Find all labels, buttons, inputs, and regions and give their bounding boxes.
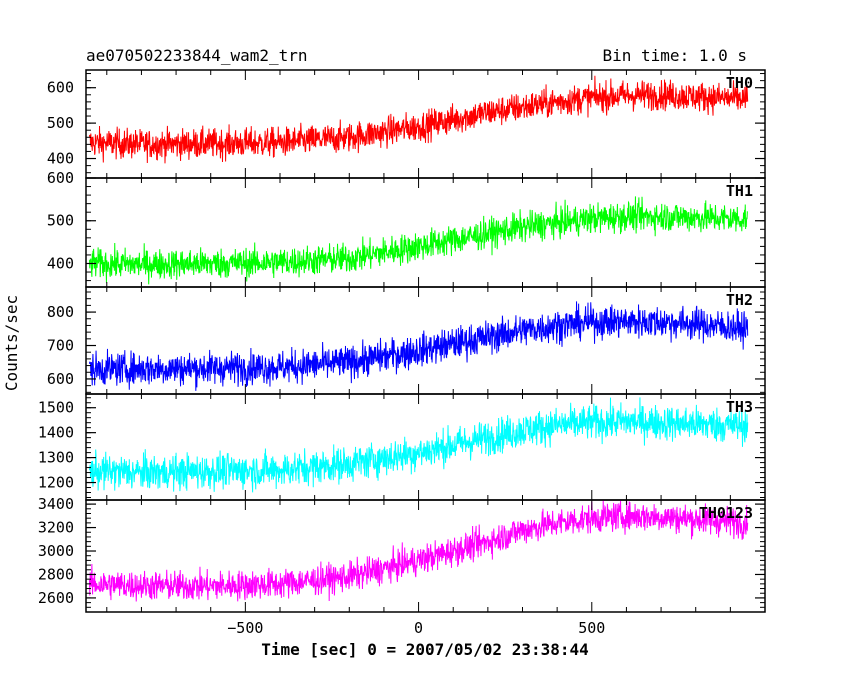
panel-name-th0: TH0	[726, 74, 753, 92]
panel-frame	[85, 286, 766, 395]
series-line-th0123	[88, 500, 749, 602]
y-tick-label: 1200	[38, 474, 74, 492]
y-tick-label: 2600	[38, 589, 74, 607]
y-tick-label: 400	[47, 150, 74, 168]
y-tick-label: 1400	[38, 424, 74, 442]
y-tick-label: 1500	[38, 399, 74, 417]
series-line-th0	[88, 75, 749, 164]
y-tick-label: 3000	[38, 542, 74, 560]
panel-th0123: 2600 2800 3000 3200 3400 TH0123	[38, 495, 766, 613]
bin-time-label: Bin time: 1.0 s	[603, 46, 748, 65]
y-tick-label: 700	[47, 337, 74, 355]
y-tick-label: 800	[47, 303, 74, 321]
x-axis-label: Time [sec] 0 = 2007/05/02 23:38:44	[261, 640, 589, 659]
panels-group: 400 500 600 TH0 400 500 600 TH1 600 700 800 TH2 1200…	[38, 69, 766, 637]
y-tick-label: 2800	[38, 565, 74, 583]
panel-th0: 400 500 600 TH0	[47, 69, 766, 179]
y-axis-label: Counts/sec	[2, 295, 21, 391]
series-line-th3	[88, 397, 749, 493]
panel-name-th2: TH2	[726, 291, 753, 309]
series-line-th2	[88, 301, 749, 391]
panel-name-th0123: TH0123	[699, 504, 753, 522]
y-tick-label: 3200	[38, 519, 74, 537]
panel-th3: 1200 1300 1400 1500 TH3	[38, 393, 766, 501]
x-tick-label: 0	[414, 619, 423, 637]
y-tick-label: 500	[47, 212, 74, 230]
y-tick-label: 600	[47, 169, 74, 187]
y-tick-label: 3400	[38, 495, 74, 513]
x-tick-label: −500	[227, 619, 263, 637]
x-tick-label: 500	[578, 619, 605, 637]
panel-name-th3: TH3	[726, 398, 753, 416]
y-tick-label: 600	[47, 370, 74, 388]
panel-th2: 600 700 800 TH2	[47, 286, 766, 395]
panel-frame	[85, 69, 766, 179]
y-tick-label: 400	[47, 254, 74, 272]
y-tick-label: 600	[47, 79, 74, 97]
y-tick-label: 1300	[38, 449, 74, 467]
panel-name-th1: TH1	[726, 182, 753, 200]
y-tick-label: 500	[47, 114, 74, 132]
series-line-th1	[88, 196, 749, 285]
panel-th1: 400 500 600 TH1	[47, 169, 766, 288]
chart-title: ae070502233844_wam2_trn	[86, 46, 308, 65]
panel-frame	[85, 177, 766, 288]
